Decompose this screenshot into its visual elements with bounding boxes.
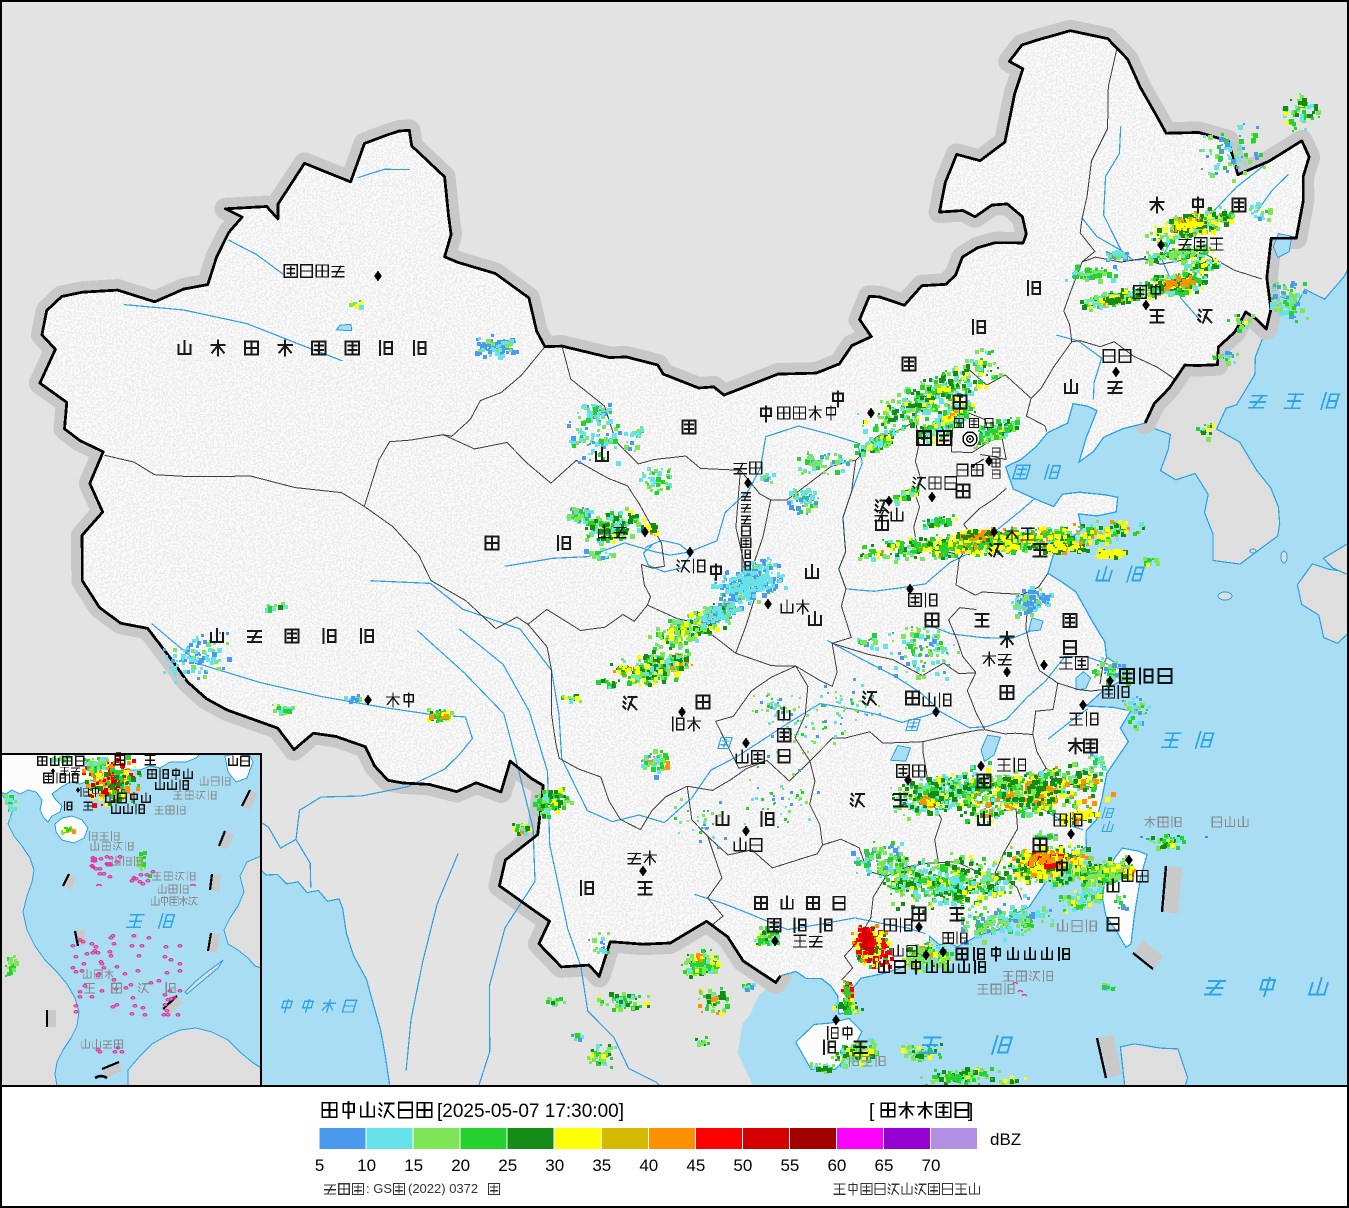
- svg-text:35: 35: [592, 1156, 611, 1175]
- svg-text:10: 10: [357, 1156, 376, 1175]
- svg-text:dBZ: dBZ: [990, 1130, 1021, 1149]
- svg-text:30: 30: [545, 1156, 564, 1175]
- svg-text:25: 25: [498, 1156, 517, 1175]
- svg-text:[2025-05-07 17:30:00]: [2025-05-07 17:30:00]: [437, 1101, 624, 1122]
- svg-text:60: 60: [827, 1156, 846, 1175]
- svg-text:70: 70: [922, 1156, 941, 1175]
- svg-text:40: 40: [639, 1156, 658, 1175]
- svg-text:: GS: : GS: [366, 1181, 392, 1196]
- svg-text:15: 15: [404, 1156, 423, 1175]
- svg-text:20: 20: [451, 1156, 470, 1175]
- svg-text:]: ]: [968, 1101, 973, 1122]
- svg-text:50: 50: [733, 1156, 752, 1175]
- svg-text:(2022) 0372: (2022) 0372: [408, 1181, 478, 1196]
- svg-text:5: 5: [315, 1156, 324, 1175]
- svg-text:45: 45: [686, 1156, 705, 1175]
- svg-text:65: 65: [874, 1156, 893, 1175]
- svg-text:[: [: [869, 1101, 875, 1122]
- svg-text:55: 55: [780, 1156, 799, 1175]
